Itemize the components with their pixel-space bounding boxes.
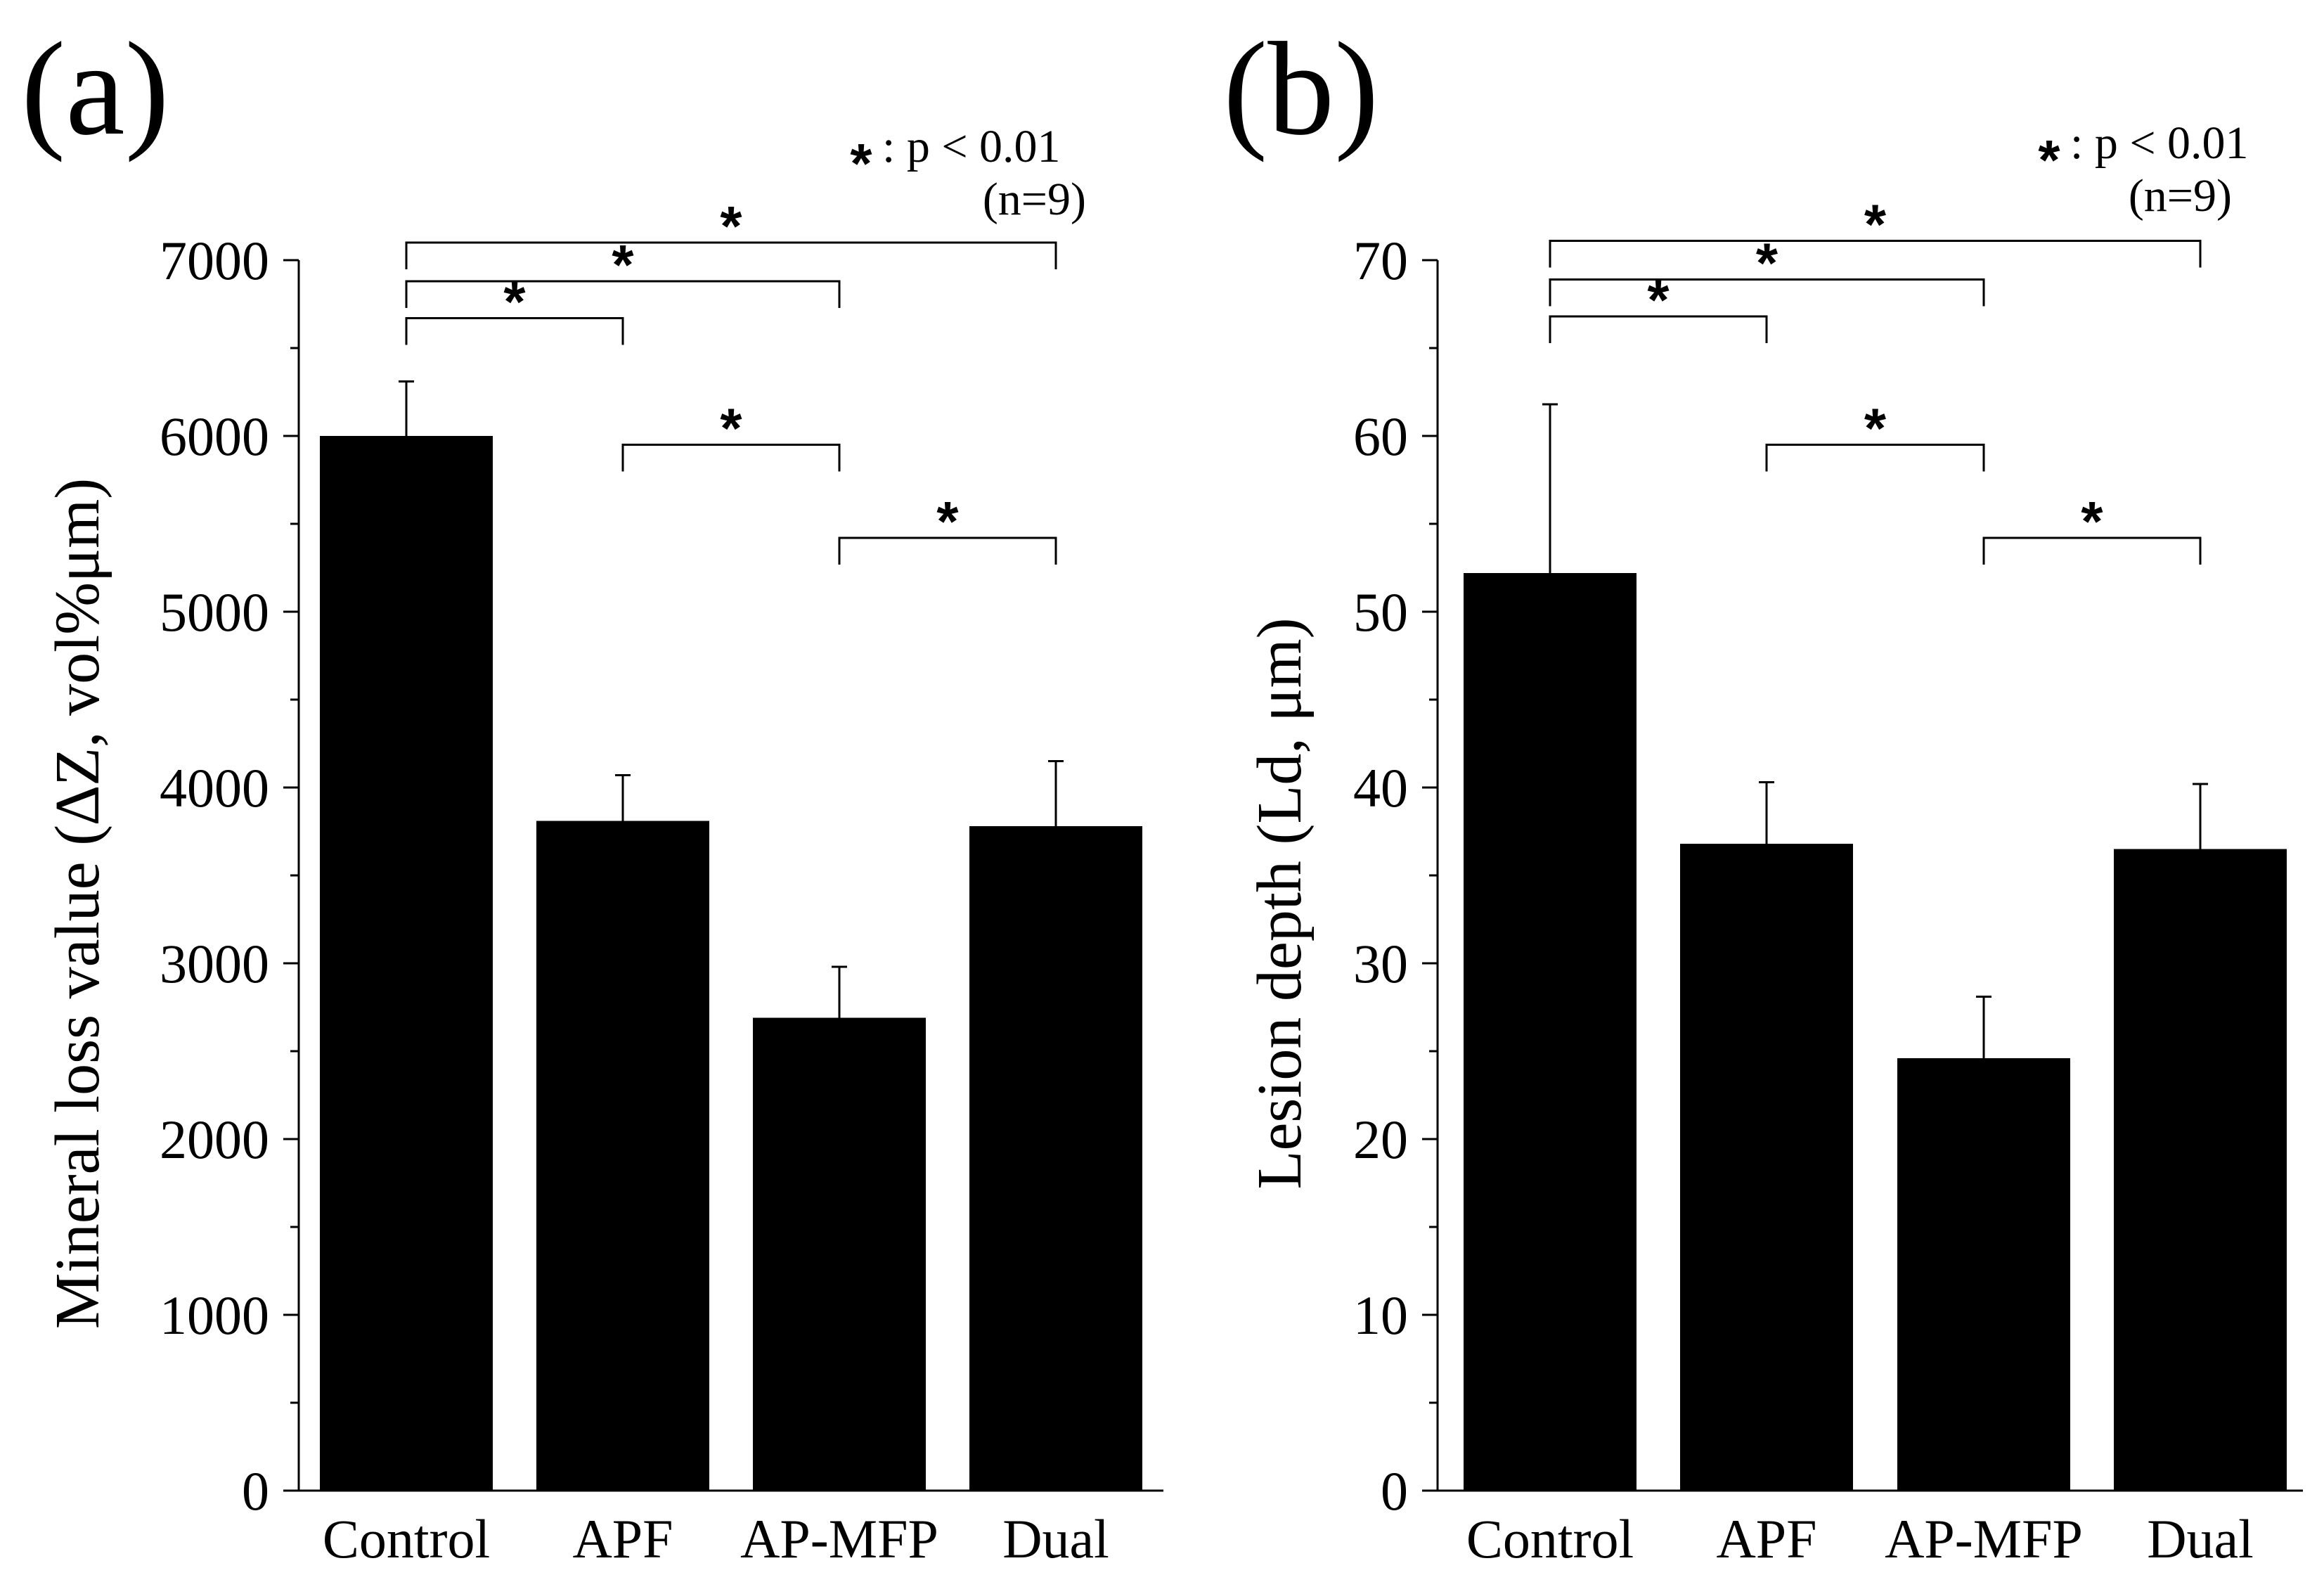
x-tick-label: AP-MFP (740, 1508, 938, 1569)
panel-label: (b) (1223, 15, 1379, 163)
chart-panel-b: (b) 0 10 20 30 40 50 60 70 Lesion depth (Ld, μm) C… (1223, 15, 2303, 1569)
y-tick-label: 6000 (160, 406, 269, 467)
significance-star: * (2081, 490, 2103, 553)
significance-star: * (612, 233, 634, 296)
significance-bracket (405, 317, 624, 345)
x-tick-label: AP-MFP (1885, 1508, 2083, 1569)
y-tick-label: 20 (1353, 1109, 1408, 1170)
y-tick-label: 60 (1353, 406, 1408, 467)
significance-bracket (1549, 240, 2202, 268)
bar-apf (536, 821, 709, 1491)
y-tick-label: 10 (1353, 1285, 1408, 1346)
y-tick-label: 0 (242, 1460, 269, 1522)
y-axis-title: Lesion depth (Ld, μm) (1245, 617, 1315, 1189)
significance-star: * (503, 271, 526, 333)
bar-ap-mfp (1897, 1058, 2070, 1491)
legend-star: * (2038, 129, 2060, 191)
x-tick-label: Control (323, 1508, 490, 1569)
significance-star: * (936, 490, 959, 553)
x-tick-label: Dual (2147, 1508, 2254, 1569)
legend-n-label: (n=9) (983, 174, 1086, 225)
significance-bracket (405, 241, 1057, 269)
significance-star: * (720, 397, 742, 460)
y-tick-label: 3000 (160, 933, 269, 994)
x-tick-label: Control (1466, 1508, 1634, 1569)
y-tick-label: 5000 (160, 581, 269, 643)
y-axis-title: Mineral loss value (∆Z, vol%μm) (43, 478, 112, 1330)
y-tick-label: 7000 (160, 230, 269, 291)
bar-dual (2114, 849, 2287, 1491)
significance-bracket (1549, 278, 1985, 307)
y-tick-label: 50 (1353, 581, 1408, 643)
bar-ap-mfp (753, 1017, 926, 1491)
y-tick-label: 4000 (160, 757, 269, 818)
significance-star: * (720, 195, 742, 257)
x-tick-label: APF (1716, 1508, 1816, 1569)
y-tick-label: 0 (1381, 1460, 1408, 1522)
y-tick-label: 70 (1353, 230, 1408, 291)
legend-n-label: (n=9) (2129, 170, 2232, 221)
legend-star: * (850, 132, 872, 195)
bar-apf (1680, 844, 1853, 1491)
significance-bracket (621, 444, 841, 472)
significance-bracket (838, 536, 1057, 565)
panel-label: (a) (21, 15, 169, 163)
significance-star: * (1864, 397, 1887, 460)
significance-bracket (405, 280, 841, 308)
bar-dual (969, 826, 1142, 1491)
chart-panel-a: (a) 0 1000 2000 3000 4000 5000 6000 7000 Mineral … (21, 15, 1163, 1569)
bar-control (320, 436, 493, 1491)
significance-bracket (1765, 444, 1985, 472)
y-tick-label: 40 (1353, 757, 1408, 818)
y-tick-label: 30 (1353, 933, 1408, 994)
significance-bracket (1982, 536, 2202, 565)
significance-star: * (1756, 232, 1778, 295)
y-tick-label: 2000 (160, 1109, 269, 1170)
legend-p-label: : p < 0.01 (882, 121, 1061, 172)
significance-star: * (1647, 269, 1670, 331)
y-tick-label: 1000 (160, 1285, 269, 1346)
significance-bracket (1549, 315, 1768, 343)
x-tick-label: APF (572, 1508, 673, 1569)
bar-control (1464, 573, 1637, 1491)
legend-p-label: : p < 0.01 (2070, 117, 2249, 169)
significance-star: * (1864, 193, 1887, 256)
x-tick-label: Dual (1002, 1508, 1109, 1569)
